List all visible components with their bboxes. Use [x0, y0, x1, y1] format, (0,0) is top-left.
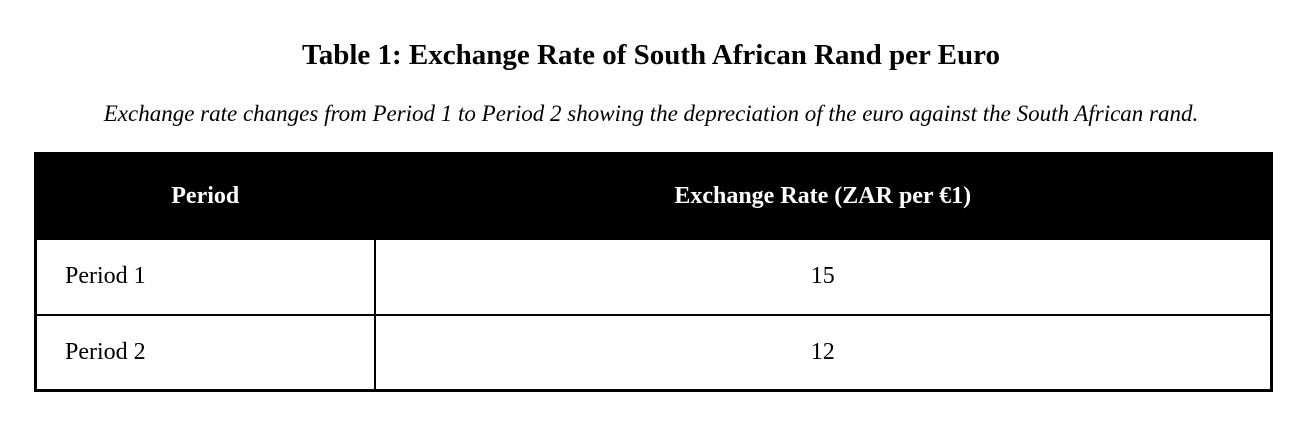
table-row: Period 1 15 [34, 237, 1273, 316]
period-1-rate: 15 [373, 237, 1273, 316]
column-header-period: Period [34, 152, 376, 240]
period-1-label: Period 1 [34, 237, 376, 316]
document-page: Table 1: Exchange Rate of South African … [0, 38, 1302, 426]
exchange-rate-table: Period Exchange Rate (ZAR per €1) Period… [34, 152, 1273, 392]
table-title: Table 1: Exchange Rate of South African … [302, 39, 1000, 71]
table-caption: Exchange rate changes from Period 1 to P… [103, 101, 1199, 126]
table-row: Period 2 12 [34, 313, 1273, 392]
table-header-row: Period Exchange Rate (ZAR per €1) [34, 152, 1273, 240]
period-2-rate: 12 [373, 313, 1273, 392]
column-header-rate: Exchange Rate (ZAR per €1) [373, 152, 1273, 240]
period-2-label: Period 2 [34, 313, 376, 392]
